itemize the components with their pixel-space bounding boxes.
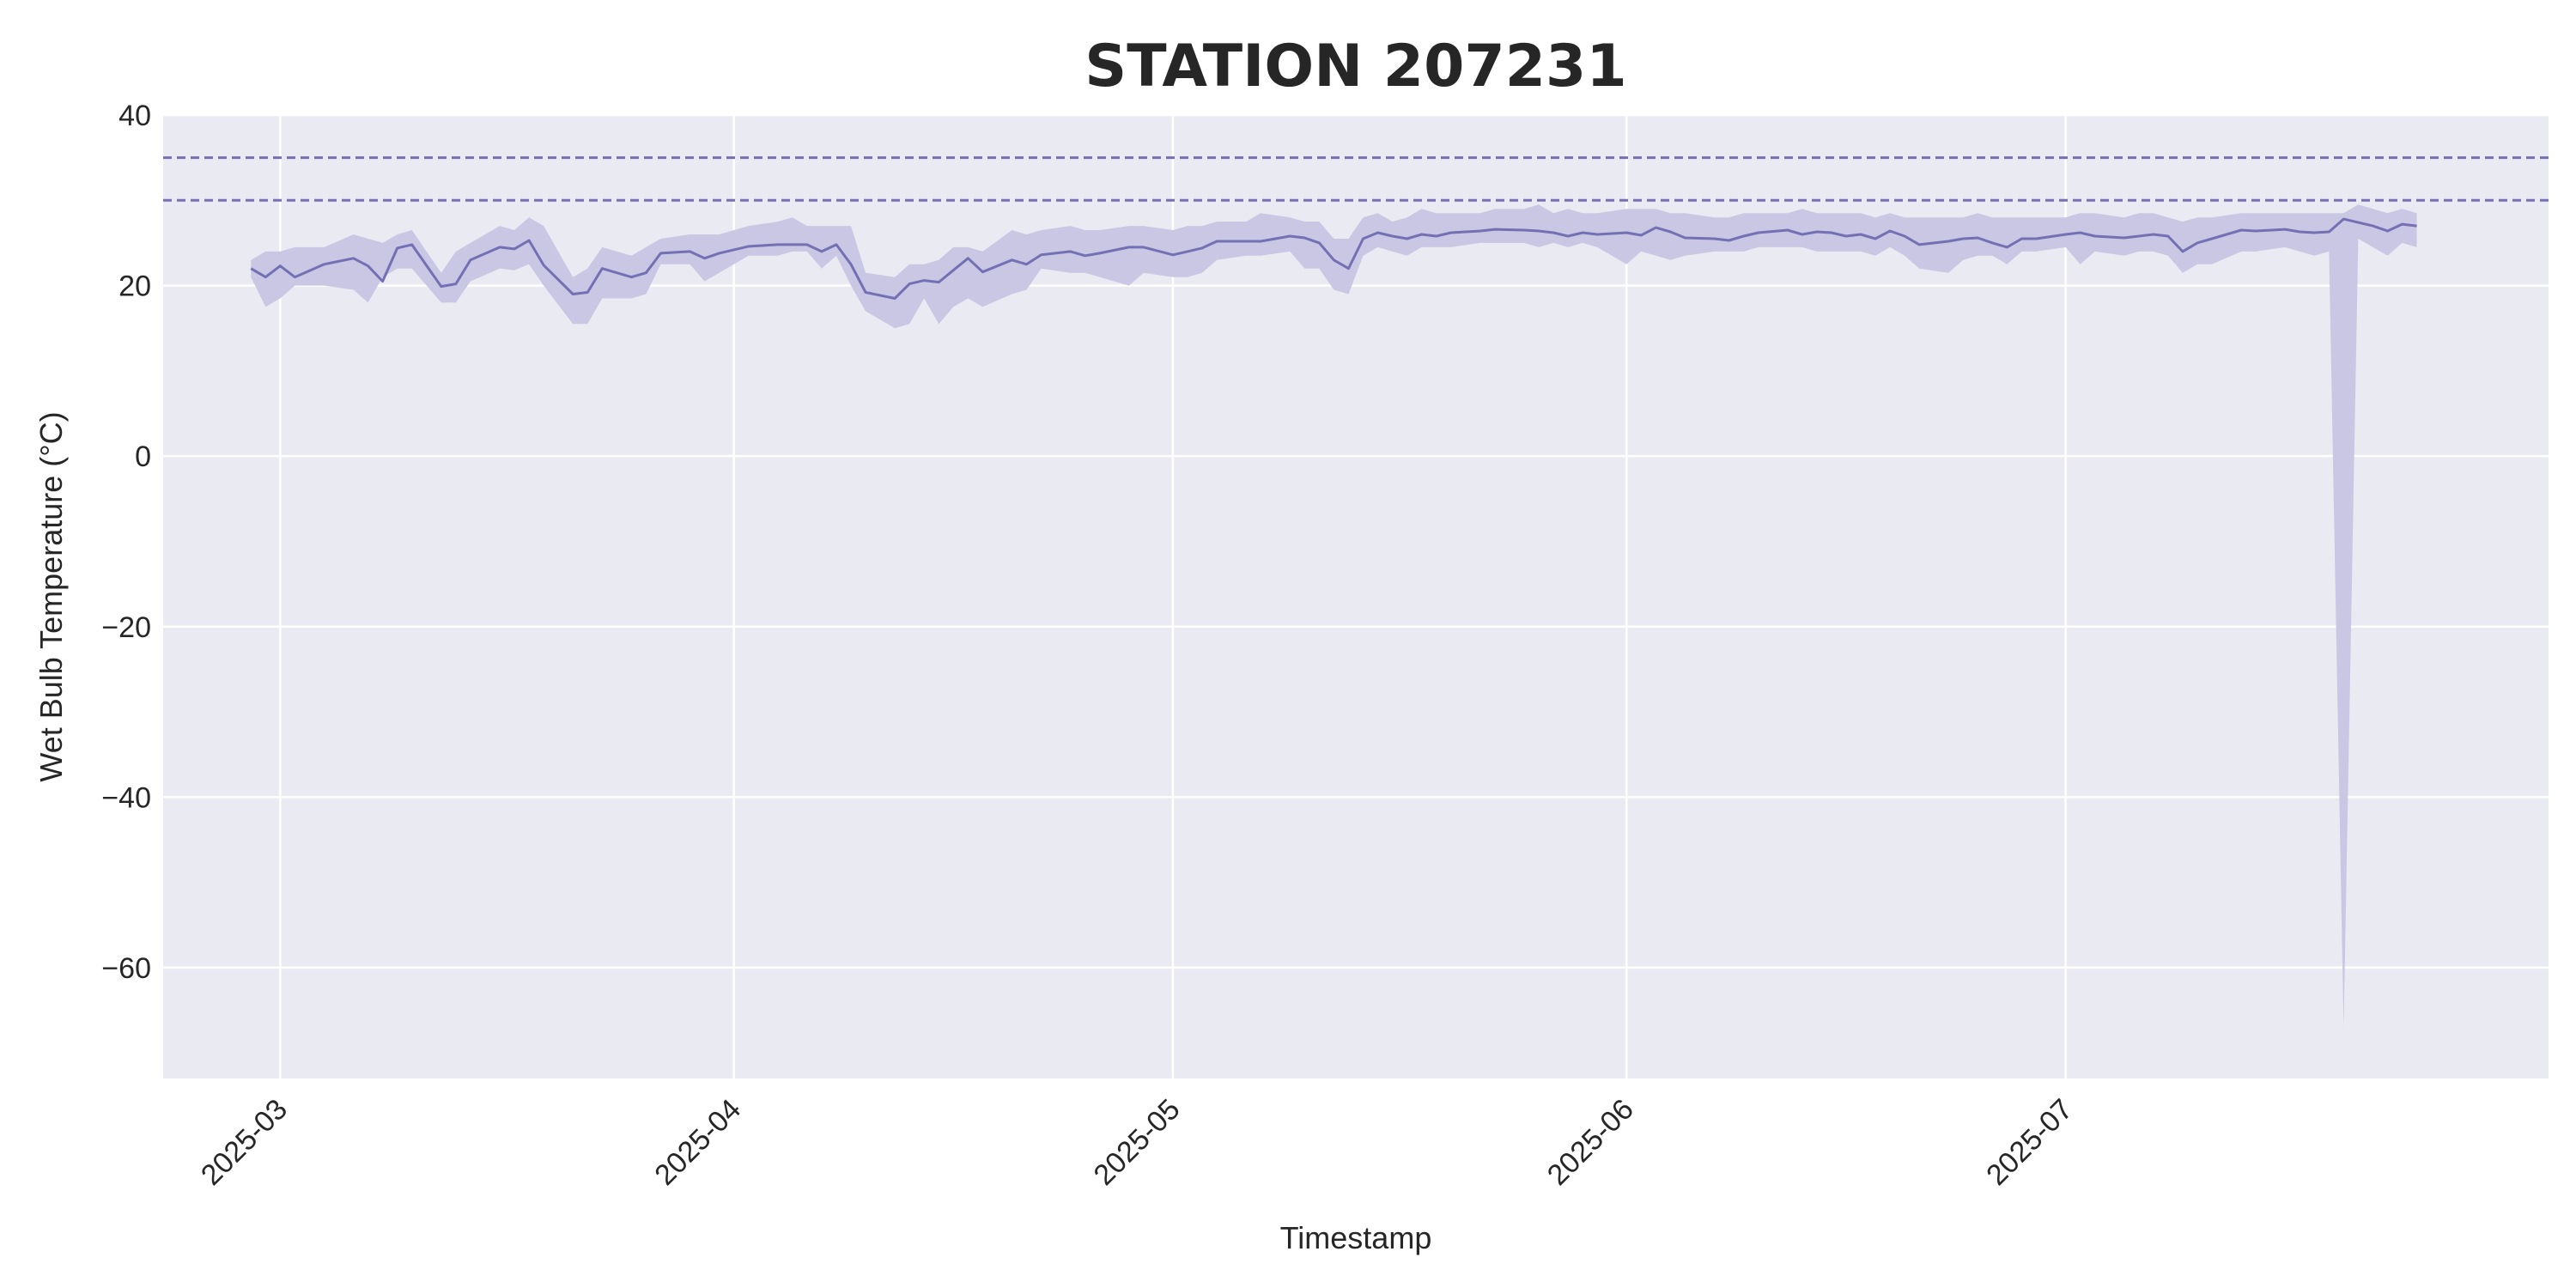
x-tick-label: 2025-07 — [1980, 1093, 2079, 1192]
x-axis-label: Timestamp — [1280, 1220, 1432, 1255]
chart-title: STATION 207231 — [1084, 33, 1626, 100]
x-tick-label: 2025-05 — [1088, 1093, 1187, 1192]
x-tick-label: 2025-04 — [648, 1093, 747, 1192]
series-line — [250, 217, 2417, 300]
y-tick-label: −20 — [101, 611, 151, 644]
y-axis-label: Wet Bulb Temperature (°C) — [33, 411, 69, 781]
y-tick-labels: 40 20 0 −20 −40 −60 — [101, 100, 151, 985]
y-tick-label: 20 — [118, 270, 151, 303]
x-tick-labels: 2025-03 2025-04 2025-05 2025-06 2025-07 — [195, 1093, 2079, 1192]
y-tick-label: 40 — [118, 100, 151, 132]
y-tick-label: 0 — [135, 440, 151, 473]
y-tick-label: −40 — [101, 781, 151, 814]
series-lines — [250, 217, 2417, 300]
x-tick-label: 2025-03 — [195, 1093, 294, 1192]
y-tick-label: −60 — [101, 952, 151, 985]
x-tick-label: 2025-06 — [1541, 1093, 1640, 1192]
